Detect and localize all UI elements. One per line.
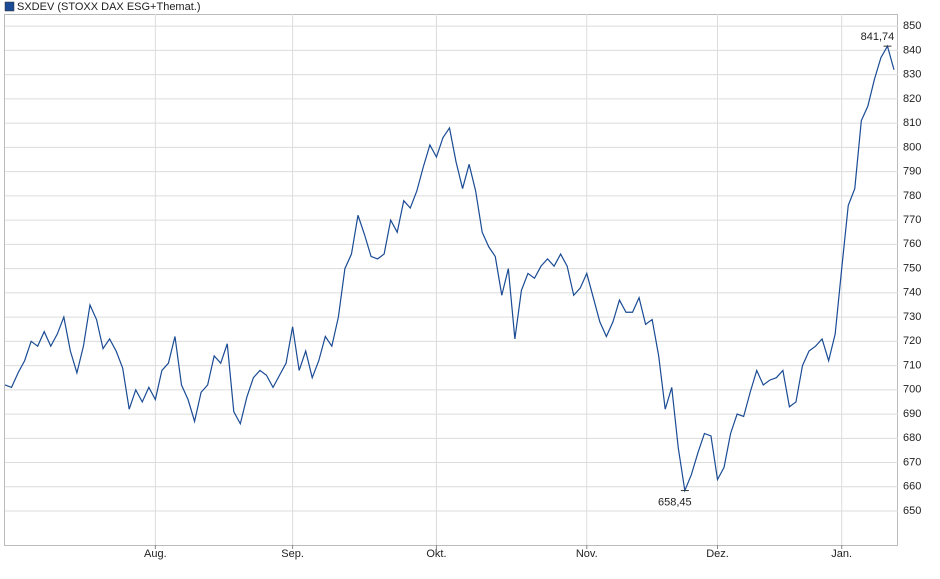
y-tick-label: 710 [903,359,921,371]
y-tick-label: 700 [903,384,921,396]
x-tick-label: Dez. [706,548,729,560]
y-tick-label: 800 [903,141,921,153]
y-tick-label: 820 [903,93,921,105]
y-tick-label: 770 [903,214,921,226]
y-tick-label: 850 [903,20,921,32]
y-tick-label: 650 [903,505,921,517]
x-tick-label: Sep. [281,548,304,560]
y-tick-label: 750 [903,262,921,274]
plot-frame [4,14,898,546]
line-series [4,44,895,493]
y-tick-label: 840 [903,44,921,56]
value-label: 841,74 [861,31,895,43]
value-label: 658,45 [658,496,692,508]
x-tick-label: Aug. [144,548,167,560]
y-tick-label: 660 [903,481,921,493]
y-tick-label: 690 [903,408,921,420]
y-tick-label: 670 [903,456,921,468]
y-tick-label: 740 [903,287,921,299]
y-tick-label: 760 [903,238,921,250]
y-tick-label: 790 [903,166,921,178]
y-tick-label: 810 [903,117,921,129]
x-tick-label: Jan. [831,548,852,560]
legend-label: SXDEV (STOXX DAX ESG+Themat.) [17,1,201,13]
legend-marker [4,1,15,12]
y-tick-label: 730 [903,311,921,323]
x-tick-label: Okt. [426,548,446,560]
y-tick-label: 680 [903,432,921,444]
y-tick-label: 830 [903,69,921,81]
y-tick-label: 780 [903,190,921,202]
y-tick-label: 720 [903,335,921,347]
x-tick-label: Nov. [576,548,598,560]
